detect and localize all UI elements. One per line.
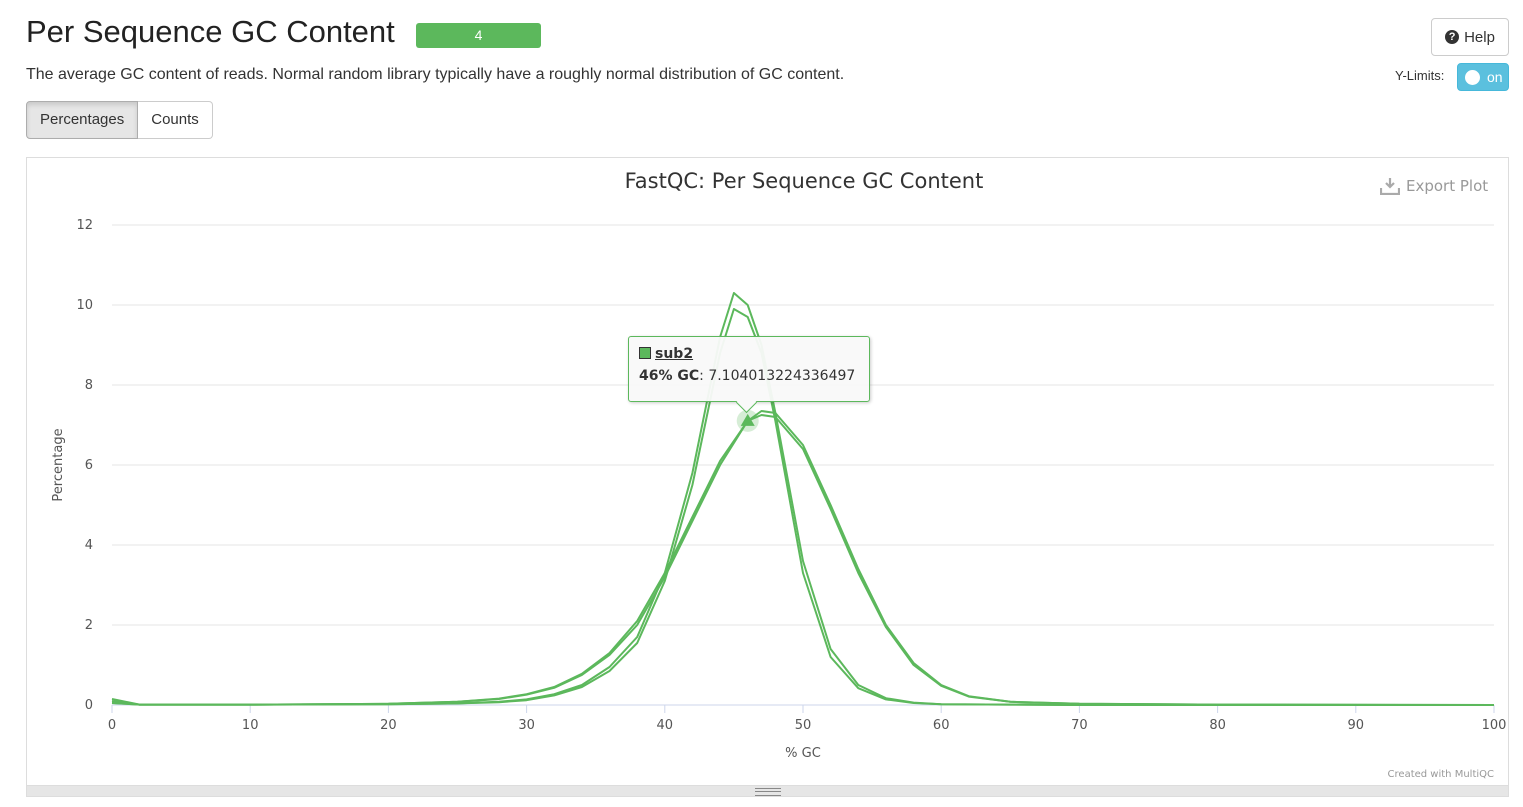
chart-title: FastQC: Per Sequence GC Content: [625, 169, 984, 193]
x-tick-label: 30: [518, 718, 535, 733]
ylimits-label: Y-Limits:: [1395, 68, 1445, 83]
x-tick-label: 0: [108, 718, 116, 733]
status-badge: 4: [416, 23, 541, 48]
tab-percentages[interactable]: Percentages: [26, 101, 139, 139]
ylimits-toggle[interactable]: on: [1457, 63, 1509, 91]
x-tick-label: 40: [657, 718, 674, 733]
y-tick-label: 0: [85, 698, 93, 713]
page-title: Per Sequence GC Content: [26, 14, 395, 49]
y-tick-label: 12: [76, 218, 93, 233]
toggle-state-label: on: [1487, 69, 1503, 85]
hover-point: [740, 413, 755, 426]
x-tick-label: 20: [380, 718, 397, 733]
help-button[interactable]: ? Help: [1431, 18, 1509, 56]
help-label: Help: [1464, 28, 1495, 46]
y-tick-label: 6: [85, 458, 93, 473]
y-axis-label: Percentage: [51, 428, 66, 501]
plot-resize-handle[interactable]: [26, 785, 1509, 797]
grip-icon: [755, 788, 781, 796]
series-swatch: [639, 347, 651, 359]
x-tick-label: 50: [795, 718, 812, 733]
x-tick-label: 100: [1482, 718, 1507, 733]
toggle-knob: [1465, 70, 1480, 85]
x-tick-label: 80: [1209, 718, 1226, 733]
plot-credit: Created with MultiQC: [1388, 769, 1494, 780]
series-line[interactable]: [111, 414, 1495, 706]
tooltip-x-label: 46% GC: [639, 368, 700, 384]
export-plot-button[interactable]: Export Plot: [1380, 177, 1488, 195]
section-description: The average GC content of reads. Normal …: [26, 66, 845, 83]
chart-tooltip: sub2 46% GC: 7.104013224336497: [628, 336, 870, 402]
question-circle-icon: ?: [1445, 30, 1460, 44]
download-icon: [1380, 178, 1400, 195]
export-plot-label: Export Plot: [1406, 177, 1489, 195]
x-tick-label: 90: [1348, 718, 1365, 733]
tooltip-value: : 7.104013224336497: [699, 368, 856, 384]
x-tick-label: 60: [933, 718, 950, 733]
tooltip-series-name: sub2: [655, 346, 694, 362]
x-axis-label: % GC: [785, 746, 821, 761]
y-tick-label: 2: [85, 618, 93, 633]
tab-counts[interactable]: Counts: [138, 101, 213, 139]
y-tick-label: 4: [85, 538, 93, 553]
series-line[interactable]: [111, 308, 1494, 706]
data-view-tabs: Percentages Counts: [26, 101, 213, 139]
y-tick-label: 10: [76, 298, 93, 313]
y-tick-label: 8: [85, 378, 93, 393]
x-tick-label: 10: [242, 718, 259, 733]
x-tick-label: 70: [1071, 718, 1088, 733]
